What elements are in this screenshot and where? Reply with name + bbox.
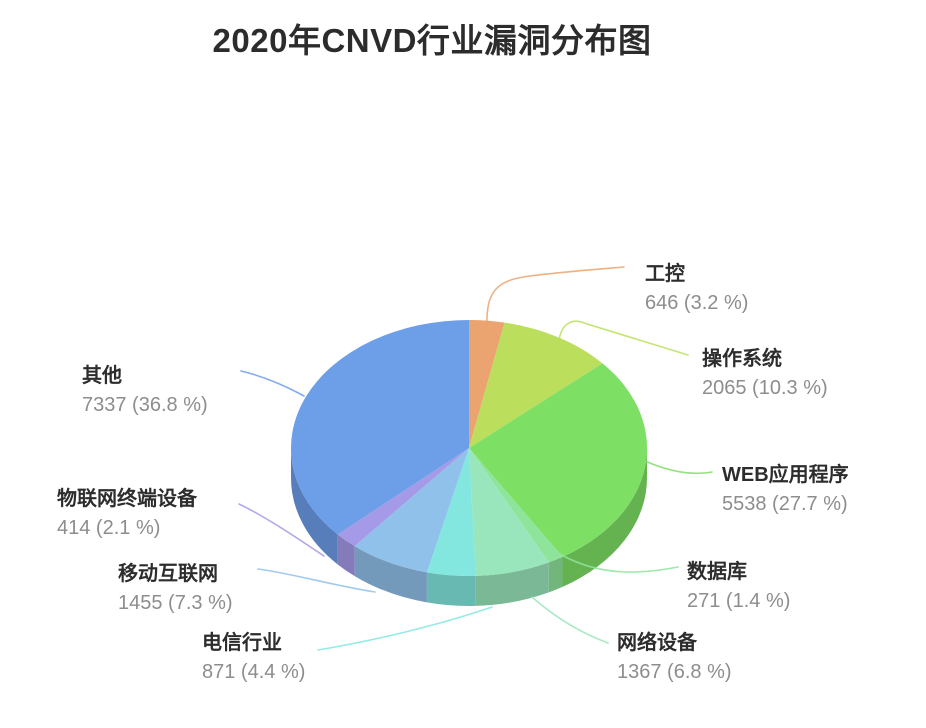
slice-label-operating-system: 操作系统 2065 (10.3 %) xyxy=(702,347,828,401)
leader-line-6 xyxy=(257,568,376,593)
slice-label-database: 数据库 271 (1.4 %) xyxy=(687,560,790,614)
pie-slice-8[interactable] xyxy=(291,320,469,535)
slice-value: 5538 (27.7 %) xyxy=(722,493,848,515)
slice-name: 其他 xyxy=(82,365,122,387)
pie-slice-side-2 xyxy=(562,448,647,587)
pie-slice-0[interactable] xyxy=(469,320,505,448)
slice-name: 电信行业 xyxy=(202,632,282,654)
slice-label-other: 其他 7337 (36.8 %) xyxy=(82,364,208,418)
slice-name: 物联网终端设备 xyxy=(57,488,197,510)
leader-line-8 xyxy=(240,370,305,397)
pie-slice-side-3 xyxy=(548,556,563,593)
leader-line-7 xyxy=(238,503,325,557)
pie-slice-4[interactable] xyxy=(469,448,549,576)
slice-name: 数据库 xyxy=(687,561,747,583)
slice-label-iot-terminal: 物联网终端设备 414 (2.1 %) xyxy=(57,487,197,541)
leader-line-3 xyxy=(559,553,679,573)
pie-slice-side-6 xyxy=(354,546,427,603)
slice-value: 646 (3.2 %) xyxy=(645,292,749,314)
pie-slice-6[interactable] xyxy=(354,448,469,573)
slice-value: 1367 (6.8 %) xyxy=(617,661,732,683)
pie-slice-side-4 xyxy=(475,562,549,606)
slice-label-web-application: WEB应用程序 5538 (27.7 %) xyxy=(722,463,849,517)
slice-name: 移动互联网 xyxy=(118,563,218,585)
chart-title: 2020年CNVD行业漏洞分布图 xyxy=(212,22,652,59)
slice-name: 操作系统 xyxy=(702,348,782,370)
slice-value: 271 (1.4 %) xyxy=(687,590,791,612)
leader-line-1 xyxy=(558,320,689,356)
pie-slice-3[interactable] xyxy=(469,448,563,563)
slice-name: 工控 xyxy=(645,263,685,285)
slice-value: 871 (4.4 %) xyxy=(202,661,306,683)
leader-line-2 xyxy=(644,460,713,475)
pie-slice-side-5 xyxy=(426,572,476,606)
slice-value: 1455 (7.3 %) xyxy=(118,592,233,614)
pie-slice-7[interactable] xyxy=(337,448,469,547)
pie-slice-side-8 xyxy=(291,448,338,565)
slice-label-mobile-internet: 移动互联网 1455 (7.3 %) xyxy=(118,562,233,616)
slice-label-network-device: 网络设备 1367 (6.8 %) xyxy=(617,631,732,685)
leader-line-0 xyxy=(486,266,625,327)
pie-slice-5[interactable] xyxy=(426,448,476,576)
slice-value: 414 (2.1 %) xyxy=(57,517,161,539)
slice-label-industrial-control: 工控 646 (3.2 %) xyxy=(645,262,748,316)
slice-value: 7337 (36.8 %) xyxy=(82,394,208,416)
pie-slice-2[interactable] xyxy=(469,363,647,557)
slice-value: 2065 (10.3 %) xyxy=(702,377,828,399)
leader-line-5 xyxy=(317,606,493,651)
pie-slice-side-7 xyxy=(337,534,355,577)
slice-label-telecom: 电信行业 871 (4.4 %) xyxy=(202,631,305,685)
pie-slice-1[interactable] xyxy=(469,322,603,448)
slice-name: 网络设备 xyxy=(617,632,697,654)
leader-line-4 xyxy=(531,596,609,644)
slice-name: WEB应用程序 xyxy=(722,464,849,486)
